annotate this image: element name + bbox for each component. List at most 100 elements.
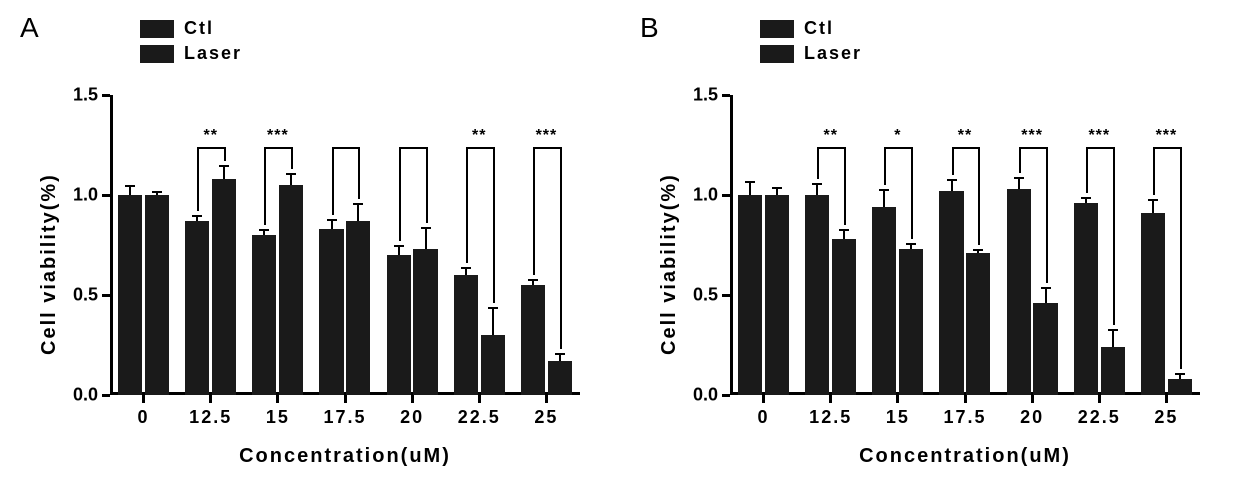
legend-label: Ctl [804,18,834,39]
error-cap [1014,177,1024,179]
bar [548,361,572,395]
x-tick-label: 15 [266,407,290,428]
bar [279,185,303,395]
bar [252,235,276,395]
error-cap [488,307,498,309]
error-cap [1081,197,1091,199]
y-tick-label: 0.0 [52,385,98,406]
error-bar [1045,287,1047,303]
error-cap [906,243,916,245]
error-cap [879,189,889,191]
sig-bracket [533,147,562,149]
error-cap [192,215,202,217]
sig-bracket-arm [426,147,428,223]
y-tick [722,294,730,297]
error-cap [394,245,404,247]
sig-bracket [399,147,428,149]
legend-label: Laser [804,43,862,64]
sig-bracket-arm [291,147,293,169]
bar [1074,203,1098,395]
error-bar [749,181,751,195]
error-cap [125,185,135,187]
sig-bracket-arm [884,147,886,185]
sig-bracket-arm [533,147,535,275]
legend-label: Ctl [184,18,214,39]
sig-bracket-arm [224,147,226,161]
y-tick [722,94,730,97]
sig-bracket-arm [332,147,334,215]
x-tick [1031,395,1034,403]
x-tick-label: 25 [534,407,558,428]
x-tick-label: 0 [758,407,770,428]
sig-bracket-arm [399,147,401,241]
sig-bracket [332,147,361,149]
legend-swatch [140,45,174,63]
error-cap [745,181,755,183]
x-tick-label: 0 [138,407,150,428]
legend: Ctl Laser [760,18,862,68]
x-tick-label: 20 [1020,407,1044,428]
x-tick-label: 22.5 [1078,407,1121,428]
sig-label: *** [1021,127,1043,145]
bar [118,195,142,395]
error-cap [947,179,957,181]
bar [319,229,343,395]
sig-bracket-arm [978,147,980,245]
sig-bracket [466,147,495,149]
bar [1168,379,1192,395]
plot-area: 0.00.51.01.5012.51517.52022.525*********… [110,95,580,395]
sig-bracket-arm [952,147,954,175]
sig-label: ** [823,127,837,145]
y-tick-label: 1.5 [672,85,718,106]
bar [212,179,236,395]
sig-bracket-arm [1180,147,1182,369]
sig-bracket [264,147,293,149]
x-tick [545,395,548,403]
panel-label: A [20,12,39,44]
error-cap [259,229,269,231]
error-cap [1148,199,1158,201]
bar [413,249,437,395]
plot-area: 0.00.51.01.5012.51517.52022.525*********… [730,95,1200,395]
sig-label: *** [267,127,289,145]
legend: Ctl Laser [140,18,242,68]
bar [454,275,478,395]
error-cap [839,229,849,231]
sig-bracket-arm [844,147,846,225]
sig-bracket-arm [1086,147,1088,193]
bar [939,191,963,395]
x-tick-label: 15 [886,407,910,428]
legend-item: Laser [760,43,862,64]
sig-bracket-arm [197,147,199,211]
error-cap [812,183,822,185]
bar [185,221,209,395]
bar [387,255,411,395]
x-tick-label: 22.5 [458,407,501,428]
error-cap [421,227,431,229]
sig-bracket-arm [493,147,495,303]
bar [966,253,990,395]
error-cap [1175,373,1185,375]
sig-label: ** [958,127,972,145]
bar [765,195,789,395]
sig-bracket [884,147,913,149]
sig-label: ** [472,127,486,145]
sig-bracket-arm [1046,147,1048,283]
error-cap [461,267,471,269]
error-cap [1108,329,1118,331]
sig-bracket [1153,147,1182,149]
y-tick [722,394,730,397]
sig-label: *** [1088,127,1110,145]
y-tick [102,294,110,297]
y-axis [730,95,733,395]
legend-item: Laser [140,43,242,64]
error-cap [772,187,782,189]
legend-swatch [760,20,794,38]
x-tick [344,395,347,403]
sig-bracket-arm [466,147,468,263]
y-tick [102,94,110,97]
sig-label: ** [203,127,217,145]
bar [899,249,923,395]
sig-bracket-arm [560,147,562,349]
error-cap [1041,287,1051,289]
